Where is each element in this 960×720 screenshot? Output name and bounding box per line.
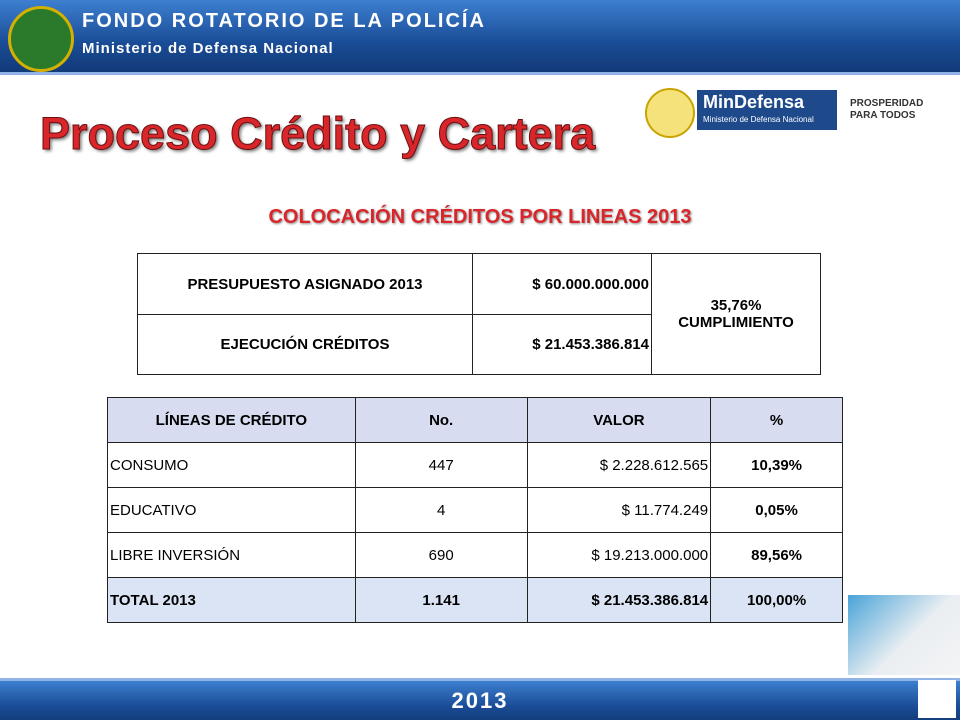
cell: 447 [354, 442, 528, 488]
mindefensa-logo: MinDefensa Ministerio de Defensa Naciona… [697, 90, 837, 130]
cell: PRESUPUESTO ASIGNADO 2013 [137, 253, 473, 315]
slogan: PROSPERIDAD PARA TODOS [850, 98, 923, 122]
cell: $ 21.453.386.814 [472, 314, 652, 375]
cell: 4 [354, 487, 528, 533]
summary-table: PRESUPUESTO ASIGNADO 2013 $ 60.000.000.00… [137, 253, 821, 375]
cell: 10,39% [710, 442, 843, 488]
colombia-seal [645, 88, 695, 138]
calculator-image [848, 595, 960, 675]
cell: 1.141 [354, 577, 528, 623]
police-logo [8, 6, 74, 72]
header-bar [0, 0, 960, 75]
cell: TOTAL 2013 [107, 577, 356, 623]
cell: EJECUCIÓN CRÉDITOS [137, 314, 473, 375]
compliance-value: 35,76% [710, 297, 762, 314]
brand-sub: Ministerio de Defensa Nacional [703, 115, 814, 124]
brand: MinDefensa [703, 92, 805, 112]
header-title: FONDO ROTATORIO DE LA POLICÍA [82, 10, 486, 32]
cell: EDUCATIVO [107, 487, 356, 533]
table-row: EDUCATIVO 4 $ 11.774.249 0,05% [107, 487, 843, 533]
cell: $ 21.453.386.814 [526, 577, 712, 623]
cell: No. [354, 397, 528, 443]
cell: LIBRE INVERSIÓN [107, 532, 356, 578]
slogan-line: PARA TODOS [850, 110, 916, 121]
cell: LÍNEAS DE CRÉDITO [107, 397, 356, 443]
table-row: TOTAL 2013 1.141 $ 21.453.386.814 100,00% [107, 577, 843, 623]
table-row: LIBRE INVERSIÓN 690 $ 19.213.000.000 89,56% [107, 532, 843, 578]
cell: $ 60.000.000.000 [472, 253, 652, 315]
cell: 100,00% [710, 577, 843, 623]
footer-year: 2013 [451, 688, 509, 713]
compliance: 35,76% CUMPLIMIENTO [651, 253, 821, 375]
cell: 89,56% [710, 532, 843, 578]
main-title: Proceso Crédito y Cartera [39, 108, 596, 160]
header-subtitle: Ministerio de Defensa Nacional [82, 40, 334, 57]
cell: $ 2.228.612.565 [526, 442, 712, 488]
cell: CONSUMO [107, 442, 356, 488]
credit-table: LÍNEAS DE CRÉDITO No. VALOR% CONSUMO 447 $ 2.… [107, 397, 843, 623]
slogan-line: PROSPERIDAD [850, 98, 924, 109]
section-title: COLOCACIÓN CRÉDITOS POR LINEAS 2013 [268, 206, 692, 228]
cell: $ 11.774.249 [526, 487, 712, 533]
cell: $ 19.213.000.000 [526, 532, 712, 578]
compliance-label: CUMPLIMIENTO [678, 314, 794, 331]
cell: 0,05% [710, 487, 843, 533]
cell: VALOR [526, 397, 712, 443]
table-row: CONSUMO 447 $ 2.228.612.565 10,39% [107, 442, 843, 488]
cell: 690 [354, 532, 528, 578]
table-row: LÍNEAS DE CRÉDITO No. VALOR% [107, 397, 843, 443]
cell: % [710, 397, 843, 443]
footer-bar [0, 678, 960, 720]
footer-logo [918, 680, 956, 718]
